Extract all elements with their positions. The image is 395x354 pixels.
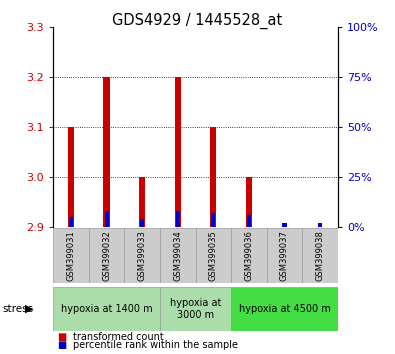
Text: GSM399036: GSM399036 (245, 230, 253, 281)
Bar (103, 76, 110, 227)
Bar (89, 228, 124, 283)
Text: hypoxia at 4500 m: hypoxia at 4500 m (239, 304, 330, 314)
Bar (302, 228, 338, 283)
Text: GSM399034: GSM399034 (173, 230, 182, 281)
Text: ■: ■ (57, 332, 66, 342)
Bar (53, 228, 89, 283)
Bar (176, 211, 180, 227)
Text: ■: ■ (57, 340, 66, 350)
Text: GSM399033: GSM399033 (138, 230, 147, 281)
Bar (282, 223, 286, 227)
Bar (175, 76, 181, 227)
Bar (160, 228, 196, 283)
Bar (247, 215, 251, 227)
Text: ▶: ▶ (25, 304, 34, 314)
Text: transformed count: transformed count (73, 332, 164, 342)
Bar (124, 228, 160, 283)
Bar (140, 218, 144, 227)
Bar (53, 287, 160, 331)
Bar (231, 228, 267, 283)
Bar (68, 126, 74, 227)
Text: GSM399037: GSM399037 (280, 230, 289, 281)
Bar (105, 211, 109, 227)
Text: stress: stress (2, 304, 33, 314)
Bar (196, 228, 231, 283)
Bar (69, 217, 73, 227)
Bar (318, 223, 322, 227)
Bar (211, 212, 215, 227)
Text: hypoxia at
3000 m: hypoxia at 3000 m (170, 298, 221, 320)
Bar (246, 177, 252, 227)
Text: GDS4929 / 1445528_at: GDS4929 / 1445528_at (112, 12, 283, 29)
Text: GSM399032: GSM399032 (102, 230, 111, 281)
Bar (267, 228, 302, 283)
Text: GSM399031: GSM399031 (67, 230, 75, 281)
Bar (210, 126, 216, 227)
Text: hypoxia at 1400 m: hypoxia at 1400 m (61, 304, 152, 314)
Text: GSM399038: GSM399038 (316, 230, 324, 281)
Bar (139, 177, 145, 227)
Text: percentile rank within the sample: percentile rank within the sample (73, 340, 238, 350)
Bar (231, 287, 338, 331)
Bar (160, 287, 231, 331)
Text: GSM399035: GSM399035 (209, 230, 218, 281)
